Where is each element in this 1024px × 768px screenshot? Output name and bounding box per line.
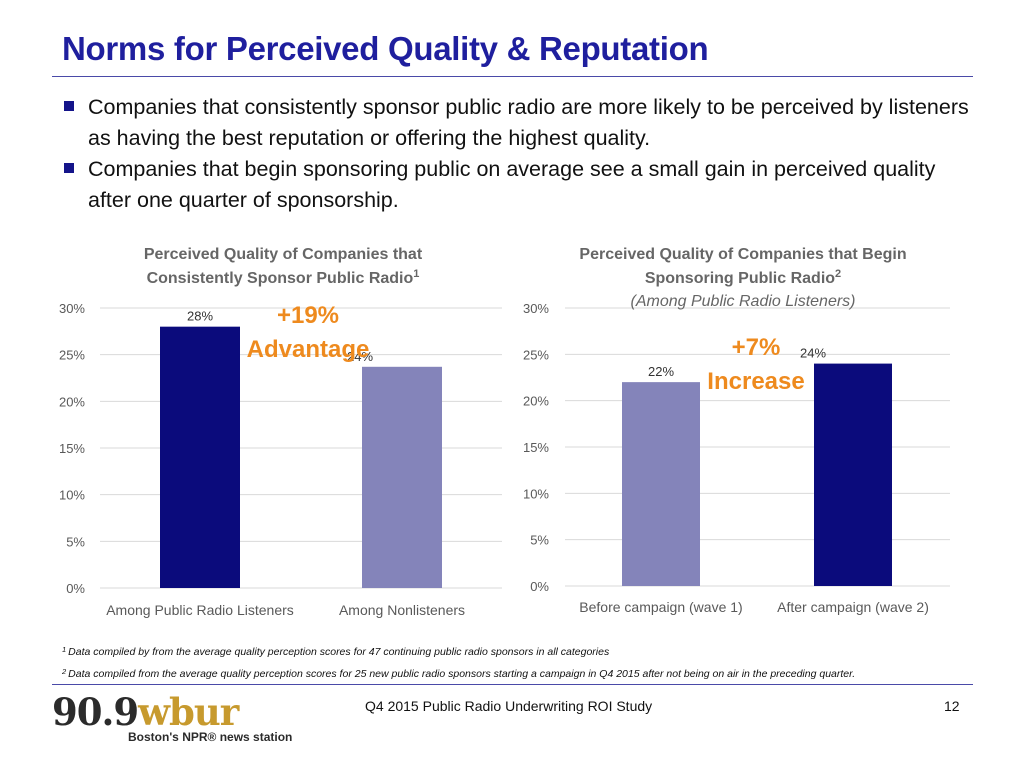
y-tick-label: 0% bbox=[66, 581, 85, 596]
logo-number: 90.9 bbox=[52, 690, 139, 734]
bar bbox=[814, 363, 892, 586]
category-label: Before campaign (wave 1) bbox=[579, 599, 742, 615]
y-tick-label: 25% bbox=[523, 347, 549, 362]
wbur-logo: 90.9wbur Boston's NPR® news station bbox=[52, 690, 292, 746]
logo-tagline: Boston's NPR® news station bbox=[128, 730, 293, 744]
y-tick-label: 10% bbox=[59, 488, 85, 503]
footnote-2: 2 Data compiled from the average quality … bbox=[62, 662, 992, 684]
y-tick-label: 30% bbox=[59, 301, 85, 316]
category-label: Among Nonlisteners bbox=[339, 602, 465, 618]
y-tick-label: 15% bbox=[523, 440, 549, 455]
bar bbox=[622, 382, 700, 586]
bullet-item: Companies that begin sponsoring public o… bbox=[62, 154, 982, 216]
chart-annotation: +7% bbox=[732, 334, 781, 361]
chart-annotation: Advantage bbox=[247, 336, 370, 363]
chart-title-line: Perceived Quality of Companies that bbox=[144, 246, 423, 263]
footnote-text: Data compiled from the average quality p… bbox=[68, 668, 856, 680]
y-tick-label: 5% bbox=[530, 533, 549, 548]
y-tick-label: 20% bbox=[523, 394, 549, 409]
logo-wordmark: 90.9wbur bbox=[52, 690, 239, 734]
chart-title-line: Consistently Sponsor Public Radio1 bbox=[147, 268, 420, 287]
footer-study-title: Q4 2015 Public Radio Underwriting ROI St… bbox=[365, 698, 653, 714]
y-tick-label: 0% bbox=[530, 579, 549, 594]
category-label: Among Public Radio Listeners bbox=[106, 602, 294, 618]
y-tick-label: 20% bbox=[59, 394, 85, 409]
bar bbox=[362, 366, 442, 588]
chart-annotation: Increase bbox=[707, 368, 804, 395]
data-label: 24% bbox=[800, 346, 826, 361]
footnote-text: Data compiled by from the average qualit… bbox=[68, 646, 610, 658]
footnotes: 1 Data compiled by from the average quali… bbox=[62, 640, 992, 684]
square-bullet-icon bbox=[64, 101, 74, 111]
bullet-list: Companies that consistently sponsor publ… bbox=[62, 92, 982, 216]
bar bbox=[160, 326, 240, 588]
slide-title: Norms for Perceived Quality & Reputation bbox=[62, 30, 709, 67]
bullet-text: Companies that consistently sponsor publ… bbox=[88, 95, 969, 150]
chart-title-line: Perceived Quality of Companies that Begi… bbox=[579, 246, 906, 263]
bullet-item: Companies that consistently sponsor publ… bbox=[62, 92, 982, 154]
y-tick-label: 5% bbox=[66, 534, 85, 549]
footnote-1: 1 Data compiled by from the average quali… bbox=[62, 640, 992, 662]
y-tick-label: 25% bbox=[59, 348, 85, 363]
chart-title-superscript: 2 bbox=[835, 268, 841, 280]
chart-title-line: Sponsoring Public Radio2 bbox=[645, 268, 841, 287]
y-tick-label: 30% bbox=[523, 301, 549, 316]
y-tick-label: 10% bbox=[523, 486, 549, 501]
data-label: 28% bbox=[187, 309, 213, 324]
data-label: 22% bbox=[648, 364, 674, 379]
footer-divider bbox=[52, 684, 973, 685]
chart-title-superscript: 1 bbox=[413, 268, 419, 280]
footnote-mark: 1 bbox=[62, 645, 67, 654]
square-bullet-icon bbox=[64, 163, 74, 173]
chart-annotation: +19% bbox=[277, 302, 339, 329]
charts-area: 0%5%10%15%20%25%30%28%Among Public Radio… bbox=[59, 246, 950, 618]
chart-subtitle: (Among Public Radio Listeners) bbox=[631, 293, 856, 310]
footnote-mark: 2 bbox=[62, 667, 67, 676]
logo-brand: wbur bbox=[138, 690, 239, 734]
page-number: 12 bbox=[944, 698, 960, 714]
y-tick-label: 15% bbox=[59, 441, 85, 456]
bullet-text: Companies that begin sponsoring public o… bbox=[88, 157, 936, 212]
category-label: After campaign (wave 2) bbox=[777, 599, 929, 615]
data-label: 24% bbox=[347, 349, 373, 364]
title-divider bbox=[52, 76, 973, 77]
